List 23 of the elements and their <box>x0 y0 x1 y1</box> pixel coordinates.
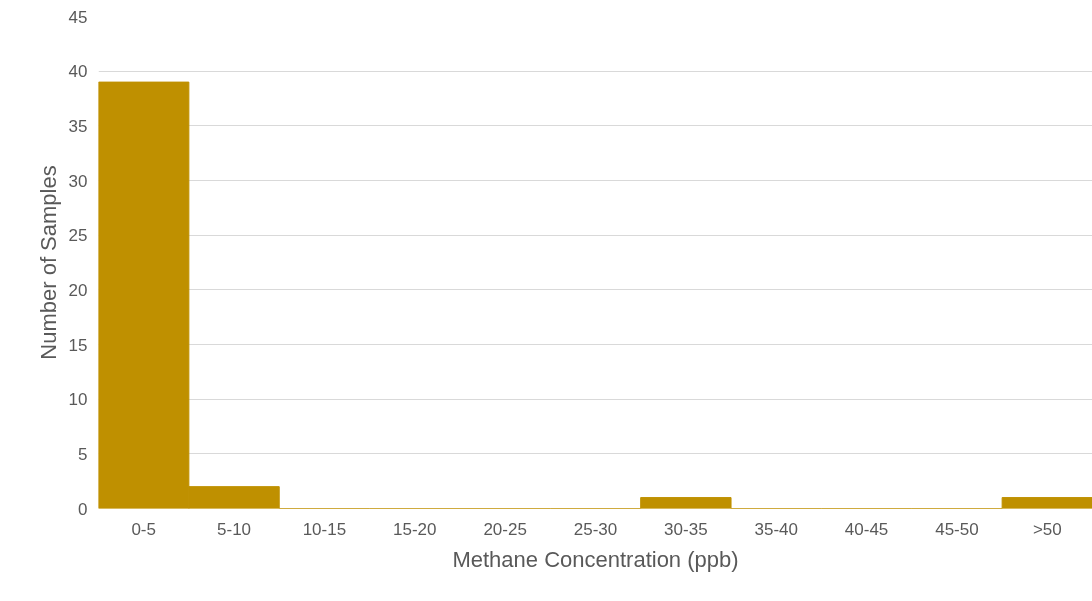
x-axis-title: Methane Concentration (ppb) <box>452 546 739 572</box>
y-tick-label: 25 <box>68 226 88 246</box>
y-tick-label: 30 <box>68 171 88 191</box>
y-tick-label: 10 <box>68 390 88 410</box>
y-tick-label: 15 <box>68 335 88 355</box>
y-tick-label: 40 <box>68 62 88 82</box>
y-tick-label: 5 <box>78 444 88 464</box>
y-tick-label: 45 <box>68 7 88 27</box>
x-tick-label: 5-10 <box>217 519 252 539</box>
x-tick-label: 0-5 <box>131 519 156 539</box>
x-tick-label: 35-40 <box>754 519 798 539</box>
x-tick-label: 10-15 <box>302 519 347 539</box>
x-tick-label: 45-50 <box>935 519 979 539</box>
x-tick-label: 15-20 <box>393 519 437 539</box>
y-tick-label: 20 <box>68 280 88 300</box>
x-tick-label: 40-45 <box>844 519 889 539</box>
y-axis-title: Number of Samples <box>35 165 61 360</box>
x-tick-label: 20-25 <box>483 519 527 539</box>
y-tick-label: 0 <box>78 499 88 519</box>
x-tick-label: 30-35 <box>664 519 708 539</box>
x-tick-label: 25-30 <box>573 519 618 539</box>
y-tick-label: 35 <box>68 116 88 136</box>
x-tick-label: >50 <box>1032 519 1062 539</box>
